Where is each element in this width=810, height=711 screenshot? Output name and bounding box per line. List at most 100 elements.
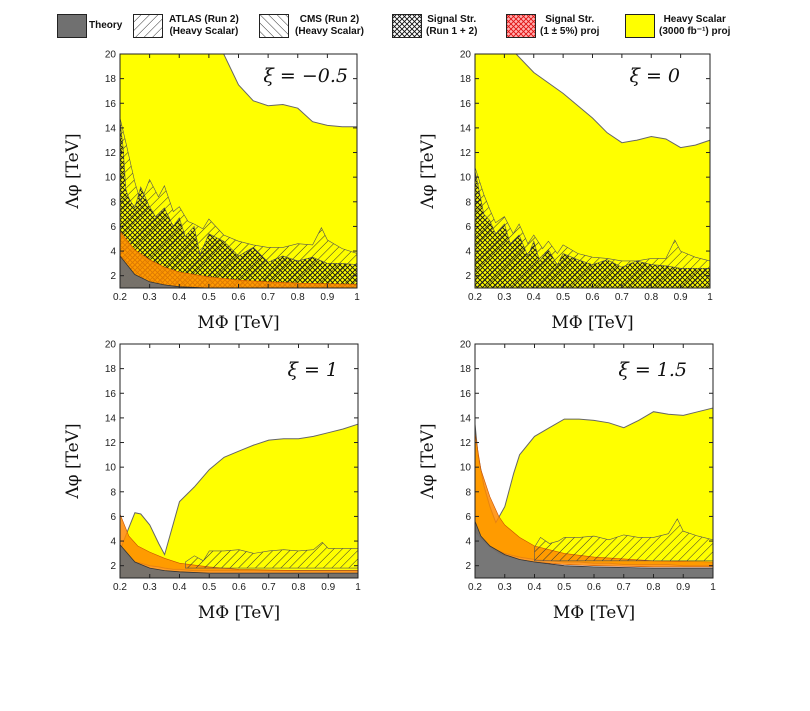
area-theory [475,521,713,578]
y-tick-label: 4 [110,537,116,548]
x-tick-label: 1 [710,582,716,593]
xi-label: ξ = 0 [629,65,680,87]
chart-panel-2: 0.2 0.3 0.4 0.5 0.6 0.7 0.8 0.9 1246810121416182… [418,50,713,334]
y-tick-label: 8 [110,487,116,498]
legend-swatch-signal-proj [506,14,536,38]
y-tick-label: 6 [465,512,471,523]
legend-label-signal-2: (Run 1 + 2) [426,26,478,37]
y-tick-label: 10 [105,463,117,474]
y-tick-label: 20 [105,340,117,351]
x-tick-label: 0.3 [498,582,512,593]
y-tick-label: 4 [465,247,471,258]
x-tick-label: 0.4 [173,582,187,593]
y-tick-label: 2 [465,561,471,572]
chart-panel-3: 0.2 0.3 0.4 0.5 0.6 0.7 0.8 0.9 1246810121416182… [63,340,361,624]
legend-label-cms-2: (Heavy Scalar) [295,26,364,37]
y-tick-label: 8 [110,197,116,208]
y-tick-label: 2 [110,561,116,572]
area-atlas-run-2-heavy-scalar [120,117,357,288]
plot-areas [475,407,713,578]
plot-areas [475,54,710,288]
legend-swatch-atlas [133,14,163,38]
legend-label-heavy-proj-2: (3000 fb⁻¹) proj [659,26,731,37]
area-atlas-run-2-heavy-scalar [534,518,713,562]
y-tick-label: 14 [460,123,472,134]
legend-swatch-cms [259,14,289,38]
y-tick-label: 8 [465,197,471,208]
x-tick-label: 0.2 [468,292,482,303]
x-tick-label: 0.4 [172,292,186,303]
x-tick-label: 1 [355,582,361,593]
y-tick-label: 6 [110,512,116,523]
x-tick-label: 0.2 [113,292,127,303]
x-tick-label: 0.8 [291,292,305,303]
plot-areas [120,423,358,578]
legend-swatch-heavy-proj [625,14,655,38]
y-tick-label: 14 [105,123,117,134]
x-tick-label: 0.7 [615,292,629,303]
x-axis-label: MΦ [TeV] [551,313,633,333]
y-tick-label: 12 [105,438,117,449]
x-axis-label: MΦ [TeV] [553,603,635,623]
x-tick-label: 1 [707,292,713,303]
y-tick-label: 10 [460,463,472,474]
chart-panel-1: 0.2 0.3 0.4 0.5 0.6 0.7 0.8 0.9 1246810121416182… [63,50,360,334]
chart-panel-4: 0.2 0.3 0.4 0.5 0.6 0.7 0.8 0.9 1246810121416182… [418,340,716,624]
x-tick-label: 0.8 [647,582,661,593]
x-tick-label: 0.9 [321,582,335,593]
y-axis-label: Λφ [TeV] [418,423,438,499]
legend-label-signal-proj-1: Signal Str. [545,14,595,25]
y-axis-label: Λφ [TeV] [63,423,83,499]
y-tick-label: 2 [465,271,471,282]
x-tick-label: 0.2 [113,582,127,593]
x-tick-label: 0.5 [202,582,216,593]
x-axis-label: MΦ [TeV] [198,603,280,623]
x-axis-label: MΦ [TeV] [197,313,279,333]
y-tick-label: 12 [460,438,472,449]
y-tick-label: 18 [460,74,472,85]
legend-label-atlas-2: (Heavy Scalar) [169,26,239,37]
x-tick-label: 0.6 [232,292,246,303]
x-tick-label: 0.2 [468,582,482,593]
legend-swatch-theory [57,14,87,38]
legend: Theory ATLAS (Run 2) (Heavy Scalar) CMS … [0,0,810,50]
y-tick-label: 16 [460,389,472,400]
area-atlas-run-2-heavy-scalar [475,167,710,288]
x-tick-label: 0.5 [202,292,216,303]
y-tick-label: 18 [105,74,117,85]
legend-label-heavy-proj-1: Heavy Scalar [663,14,726,25]
area-signal-str-1-5-proj [120,230,357,288]
x-tick-label: 0.3 [143,292,157,303]
y-tick-label: 4 [465,537,471,548]
y-tick-label: 12 [460,148,472,159]
x-tick-label: 0.7 [262,582,276,593]
legend-label-cms-1: CMS (Run 2) [299,14,360,25]
y-tick-label: 10 [460,173,472,184]
y-tick-label: 20 [460,50,472,61]
y-tick-label: 20 [460,340,472,351]
x-tick-label: 0.8 [644,292,658,303]
y-tick-label: 16 [105,99,117,110]
x-tick-label: 0.9 [674,292,688,303]
legend-label-signal-proj-2: (1 ± 5%) proj [540,26,600,37]
y-tick-label: 14 [105,413,117,424]
x-tick-label: 0.3 [497,292,511,303]
x-tick-label: 0.6 [232,582,246,593]
legend-label-signal-1: Signal Str. [427,14,477,25]
y-axis-label: Λφ [TeV] [63,133,83,209]
y-tick-label: 6 [465,222,471,233]
xi-label: ξ = 1.5 [618,359,687,381]
y-tick-label: 6 [110,222,116,233]
area-atlas-run-2-heavy-scalar [185,541,358,569]
x-tick-label: 0.3 [143,582,157,593]
x-tick-label: 0.5 [557,582,571,593]
x-tick-label: 0.9 [320,292,334,303]
area-heavy-scalar-3000-fb-proj [475,54,710,288]
x-tick-label: 0.5 [556,292,570,303]
y-tick-label: 16 [460,99,472,110]
x-tick-label: 0.6 [586,292,600,303]
x-tick-label: 0.9 [676,582,690,593]
x-tick-label: 0.7 [261,292,275,303]
x-tick-label: 0.6 [587,582,601,593]
